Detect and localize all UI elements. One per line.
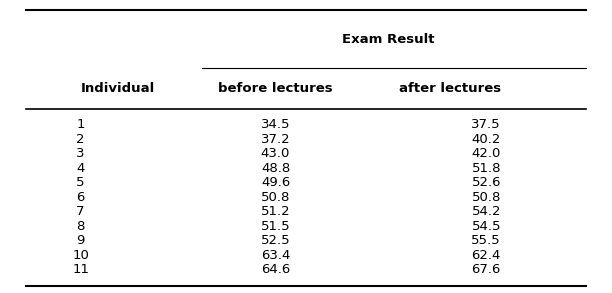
Text: 50.8: 50.8 bbox=[261, 191, 290, 204]
Text: 7: 7 bbox=[76, 205, 85, 218]
Text: Individual: Individual bbox=[81, 82, 155, 95]
Text: 37.5: 37.5 bbox=[471, 118, 501, 131]
Text: 55.5: 55.5 bbox=[471, 234, 501, 247]
Text: 4: 4 bbox=[76, 162, 85, 175]
Text: 10: 10 bbox=[72, 249, 89, 262]
Text: 42.0: 42.0 bbox=[472, 147, 501, 160]
Text: 3: 3 bbox=[76, 147, 85, 160]
Text: 11: 11 bbox=[72, 263, 89, 276]
Text: 37.2: 37.2 bbox=[261, 133, 290, 146]
Text: 5: 5 bbox=[76, 176, 85, 189]
Text: 8: 8 bbox=[76, 220, 85, 233]
Text: 34.5: 34.5 bbox=[261, 118, 290, 131]
Text: Exam Result: Exam Result bbox=[342, 33, 435, 46]
Text: 62.4: 62.4 bbox=[472, 249, 501, 262]
Text: 51.2: 51.2 bbox=[261, 205, 290, 218]
Text: 49.6: 49.6 bbox=[261, 176, 290, 189]
Text: 48.8: 48.8 bbox=[261, 162, 290, 175]
Text: 64.6: 64.6 bbox=[261, 263, 290, 276]
Text: 2: 2 bbox=[76, 133, 85, 146]
Text: 40.2: 40.2 bbox=[472, 133, 501, 146]
Text: 52.5: 52.5 bbox=[261, 234, 290, 247]
Text: 51.8: 51.8 bbox=[471, 162, 501, 175]
Text: 52.6: 52.6 bbox=[471, 176, 501, 189]
Text: 6: 6 bbox=[76, 191, 85, 204]
Text: 50.8: 50.8 bbox=[472, 191, 501, 204]
Text: 1: 1 bbox=[76, 118, 85, 131]
Text: after lectures: after lectures bbox=[399, 82, 501, 95]
Text: before lectures: before lectures bbox=[218, 82, 333, 95]
Text: 54.5: 54.5 bbox=[471, 220, 501, 233]
Text: 67.6: 67.6 bbox=[472, 263, 501, 276]
Text: 63.4: 63.4 bbox=[261, 249, 290, 262]
Text: 43.0: 43.0 bbox=[261, 147, 290, 160]
Text: 9: 9 bbox=[76, 234, 85, 247]
Text: 54.2: 54.2 bbox=[471, 205, 501, 218]
Text: 51.5: 51.5 bbox=[261, 220, 290, 233]
